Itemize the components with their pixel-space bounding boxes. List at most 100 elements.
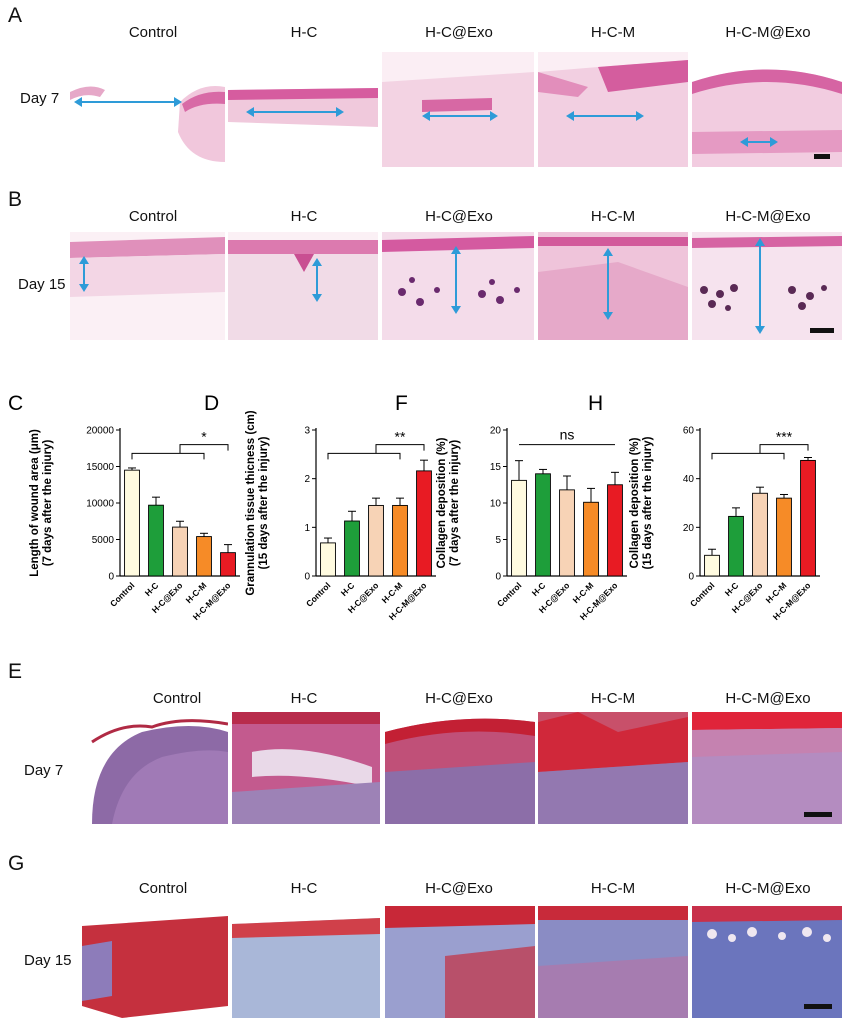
y-tick-label: 2 <box>304 474 310 485</box>
scale-bar <box>814 154 830 159</box>
significance-mark: ns <box>560 427 575 443</box>
bar <box>320 542 336 577</box>
y-tick-label: 10000 <box>86 499 114 510</box>
y-tick-label: 20000 <box>86 426 114 437</box>
histology-image <box>385 906 535 1018</box>
x-tick-label: H-C <box>723 580 741 598</box>
histology-image <box>538 232 688 340</box>
bar <box>728 515 744 577</box>
thickness-arrow <box>603 248 613 320</box>
histology-image <box>692 906 842 1018</box>
histology-image <box>538 906 688 1018</box>
y-axis-label: Collagen deposition (%) <box>629 437 641 568</box>
column-title: Control <box>152 690 202 707</box>
wound-width-arrow <box>74 97 182 107</box>
panel-letter: H <box>588 392 603 415</box>
histology-image <box>382 52 534 167</box>
y-tick-label: 0 <box>108 572 114 583</box>
bar <box>583 501 599 577</box>
column-title: H-C-M <box>590 690 636 707</box>
bar <box>148 504 164 577</box>
histology-image <box>232 906 380 1018</box>
y-tick-label: 3 <box>304 426 310 437</box>
panel-letter: D <box>204 392 219 415</box>
column-title: H-C-M <box>590 208 636 225</box>
y-axis-label: Collagen deposition (%) <box>436 437 448 568</box>
row-label: Day 15 <box>24 952 72 969</box>
x-tick-label: H-C <box>143 580 161 598</box>
bar <box>196 536 212 577</box>
significance-mark: *** <box>776 429 793 445</box>
histology-image <box>692 712 842 824</box>
column-title: H-C@Exo <box>425 690 493 707</box>
scale-bar <box>810 328 834 333</box>
histology-image <box>228 232 378 340</box>
histology-image <box>538 712 688 824</box>
wound-width-arrow <box>422 111 498 121</box>
wound-width-arrow <box>740 137 778 147</box>
histology-image <box>692 52 842 167</box>
y-tick-label: 20 <box>490 426 502 437</box>
row-label: Day 7 <box>24 762 64 779</box>
histology-image <box>692 232 842 340</box>
bar <box>752 492 768 577</box>
y-tick-label: 5000 <box>92 535 115 546</box>
y-tick-label: 10 <box>490 499 502 510</box>
x-tick-label: Control <box>304 580 332 608</box>
thickness-arrow <box>451 246 461 314</box>
histology-image <box>70 52 225 167</box>
bar <box>344 520 360 577</box>
scale-bar <box>804 812 832 817</box>
y-tick-label: 40 <box>683 474 695 485</box>
panel-letter: E <box>8 660 23 683</box>
bar <box>368 504 384 577</box>
bar <box>535 473 551 577</box>
y-tick-label: 0 <box>495 572 501 583</box>
bar <box>776 497 792 577</box>
y-tick-label: 20 <box>683 523 695 534</box>
significance-bracket <box>131 452 205 460</box>
column-title: Control <box>128 24 178 41</box>
bar <box>172 526 188 577</box>
column-title: H-C-M@Exo <box>725 690 811 707</box>
y-tick-label: 0 <box>304 572 310 583</box>
y-tick-label: 5 <box>495 535 501 546</box>
column-title: H-C <box>290 690 318 707</box>
column-title: H-C@Exo <box>425 24 493 41</box>
scale-bar <box>804 1004 832 1009</box>
significance-bracket <box>711 452 785 460</box>
column-title: H-C@Exo <box>425 880 493 897</box>
y-axis-label-sub: (15 days after the injury) <box>642 436 654 569</box>
column-title: H-C-M@Exo <box>725 24 811 41</box>
y-axis-label-sub: (15 days after the injury) <box>258 436 270 569</box>
y-tick-label: 15000 <box>86 462 114 473</box>
y-axis-label: Length of wound area (μm) <box>29 429 41 577</box>
column-title: H-C <box>290 24 318 41</box>
y-tick-label: 1 <box>304 523 310 534</box>
row-label: Day 7 <box>20 90 60 107</box>
histology-image <box>385 712 535 824</box>
x-tick-label: Control <box>688 580 716 608</box>
thickness-arrow <box>312 258 322 302</box>
x-tick-label: H-C <box>339 580 357 598</box>
column-title: H-C-M <box>590 880 636 897</box>
thickness-arrow <box>79 256 89 292</box>
column-title: H-C <box>290 880 318 897</box>
x-tick-label: H-C <box>530 580 548 598</box>
histology-image <box>232 712 380 824</box>
bar <box>559 489 575 577</box>
panel-letter: A <box>8 4 23 27</box>
bar <box>392 504 408 577</box>
histology-image <box>382 232 534 340</box>
histology-image <box>538 52 688 167</box>
bar <box>704 554 720 577</box>
bar <box>220 552 236 577</box>
y-tick-label: 15 <box>490 462 502 473</box>
significance-mark: * <box>201 429 207 445</box>
panel-letter: B <box>8 188 23 211</box>
panel-letter: F <box>395 392 408 415</box>
thickness-arrow <box>755 238 765 334</box>
histology-image <box>228 52 378 167</box>
significance-mark: ** <box>395 429 406 445</box>
